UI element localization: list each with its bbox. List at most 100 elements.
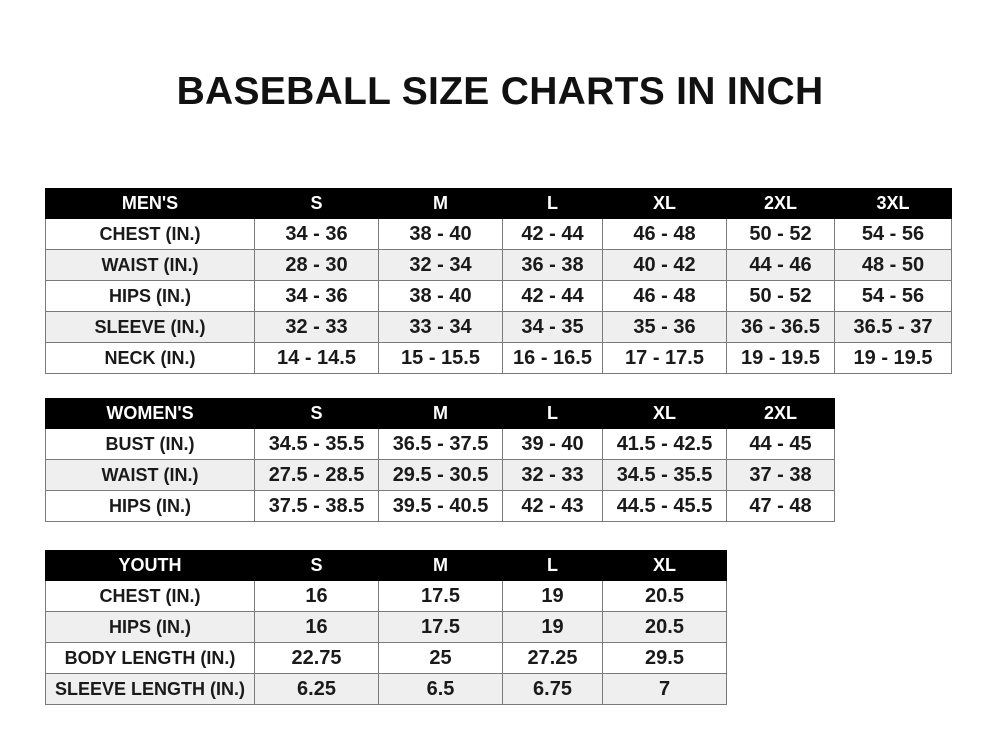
size-header: XL [602, 188, 727, 219]
size-header: XL [602, 550, 727, 581]
size-value: 37.5 - 38.5 [254, 490, 379, 522]
measurement-label: CHEST (IN.) [45, 580, 255, 612]
header-row: WOMEN'S S M L XL 2XL [45, 398, 835, 429]
size-value: 46 - 48 [602, 280, 727, 312]
size-value: 34 - 36 [254, 280, 379, 312]
header-row: YOUTH S M L XL [45, 550, 727, 581]
table-row: WAIST (IN.) 28 - 30 32 - 34 36 - 38 40 - 42 4… [45, 249, 952, 281]
size-value: 44 - 45 [726, 428, 835, 460]
table-row: NECK (IN.) 14 - 14.5 15 - 15.5 16 - 16.5 17 … [45, 342, 952, 374]
size-header: L [502, 550, 603, 581]
size-value: 19 - 19.5 [726, 342, 835, 374]
size-header: 2XL [726, 188, 835, 219]
size-value: 42 - 44 [502, 218, 603, 250]
measurement-label: CHEST (IN.) [45, 218, 255, 250]
size-value: 42 - 44 [502, 280, 603, 312]
size-value: 48 - 50 [834, 249, 952, 281]
size-value: 38 - 40 [378, 280, 503, 312]
size-value: 32 - 33 [254, 311, 379, 343]
size-value: 37 - 38 [726, 459, 835, 491]
category-header: WOMEN'S [45, 398, 255, 429]
size-value: 47 - 48 [726, 490, 835, 522]
measurement-label: BODY LENGTH (IN.) [45, 642, 255, 674]
measurement-label: SLEEVE (IN.) [45, 311, 255, 343]
size-header: L [502, 398, 603, 429]
size-value: 22.75 [254, 642, 379, 674]
table-row: CHEST (IN.) 34 - 36 38 - 40 42 - 44 46 - 48 5… [45, 218, 952, 250]
size-value: 34 - 36 [254, 218, 379, 250]
size-value: 39 - 40 [502, 428, 603, 460]
measurement-label: BUST (IN.) [45, 428, 255, 460]
size-value: 17.5 [378, 580, 503, 612]
table-row: SLEEVE LENGTH (IN.) 6.25 6.5 6.75 7 [45, 673, 727, 705]
size-header: L [502, 188, 603, 219]
size-value: 42 - 43 [502, 490, 603, 522]
table-row: HIPS (IN.) 16 17.5 19 20.5 [45, 611, 727, 643]
size-value: 36 - 38 [502, 249, 603, 281]
size-value: 33 - 34 [378, 311, 503, 343]
size-value: 27.25 [502, 642, 603, 674]
table-row: BUST (IN.) 34.5 - 35.5 36.5 - 37.5 39 - 40 4… [45, 428, 835, 460]
table-row: CHEST (IN.) 16 17.5 19 20.5 [45, 580, 727, 612]
size-value: 15 - 15.5 [378, 342, 503, 374]
size-value: 32 - 34 [378, 249, 503, 281]
mens-size-table: MEN'S S M L XL 2XL 3XL CHEST (IN.) 34 - 36 38 - 4… [45, 188, 952, 374]
size-header: S [254, 398, 379, 429]
size-value: 40 - 42 [602, 249, 727, 281]
size-header: 3XL [834, 188, 952, 219]
size-value: 54 - 56 [834, 218, 952, 250]
size-value: 54 - 56 [834, 280, 952, 312]
size-value: 36 - 36.5 [726, 311, 835, 343]
size-value: 25 [378, 642, 503, 674]
table-row: SLEEVE (IN.) 32 - 33 33 - 34 34 - 35 35 - 36… [45, 311, 952, 343]
measurement-label: SLEEVE LENGTH (IN.) [45, 673, 255, 705]
size-value: 16 - 16.5 [502, 342, 603, 374]
size-value: 16 [254, 611, 379, 643]
table-row: WAIST (IN.) 27.5 - 28.5 29.5 - 30.5 32 - 33… [45, 459, 835, 491]
size-value: 7 [602, 673, 727, 705]
size-header: M [378, 188, 503, 219]
size-value: 19 [502, 611, 603, 643]
size-header: S [254, 188, 379, 219]
size-value: 38 - 40 [378, 218, 503, 250]
size-value: 19 [502, 580, 603, 612]
size-value: 20.5 [602, 611, 727, 643]
size-value: 27.5 - 28.5 [254, 459, 379, 491]
measurement-label: HIPS (IN.) [45, 611, 255, 643]
measurement-label: HIPS (IN.) [45, 490, 255, 522]
category-header: MEN'S [45, 188, 255, 219]
size-value: 17 - 17.5 [602, 342, 727, 374]
size-value: 41.5 - 42.5 [602, 428, 727, 460]
measurement-label: NECK (IN.) [45, 342, 255, 374]
size-value: 6.25 [254, 673, 379, 705]
size-value: 16 [254, 580, 379, 612]
size-header: M [378, 398, 503, 429]
size-value: 44.5 - 45.5 [602, 490, 727, 522]
size-value: 34.5 - 35.5 [254, 428, 379, 460]
size-value: 28 - 30 [254, 249, 379, 281]
size-header: S [254, 550, 379, 581]
size-value: 6.5 [378, 673, 503, 705]
size-value: 35 - 36 [602, 311, 727, 343]
size-header: XL [602, 398, 727, 429]
size-value: 34.5 - 35.5 [602, 459, 727, 491]
size-value: 36.5 - 37 [834, 311, 952, 343]
size-value: 50 - 52 [726, 280, 835, 312]
size-header: 2XL [726, 398, 835, 429]
header-row: MEN'S S M L XL 2XL 3XL [45, 188, 952, 219]
table-row: HIPS (IN.) 34 - 36 38 - 40 42 - 44 46 - 48 50… [45, 280, 952, 312]
size-value: 20.5 [602, 580, 727, 612]
size-value: 39.5 - 40.5 [378, 490, 503, 522]
size-value: 36.5 - 37.5 [378, 428, 503, 460]
table-row: HIPS (IN.) 37.5 - 38.5 39.5 - 40.5 42 - 43 4… [45, 490, 835, 522]
size-value: 32 - 33 [502, 459, 603, 491]
size-header: M [378, 550, 503, 581]
category-header: YOUTH [45, 550, 255, 581]
size-value: 19 - 19.5 [834, 342, 952, 374]
youth-size-table: YOUTH S M L XL CHEST (IN.) 16 17.5 19 20.5 HIPS (I… [45, 550, 727, 705]
measurement-label: WAIST (IN.) [45, 459, 255, 491]
size-value: 34 - 35 [502, 311, 603, 343]
measurement-label: WAIST (IN.) [45, 249, 255, 281]
size-value: 17.5 [378, 611, 503, 643]
size-value: 6.75 [502, 673, 603, 705]
